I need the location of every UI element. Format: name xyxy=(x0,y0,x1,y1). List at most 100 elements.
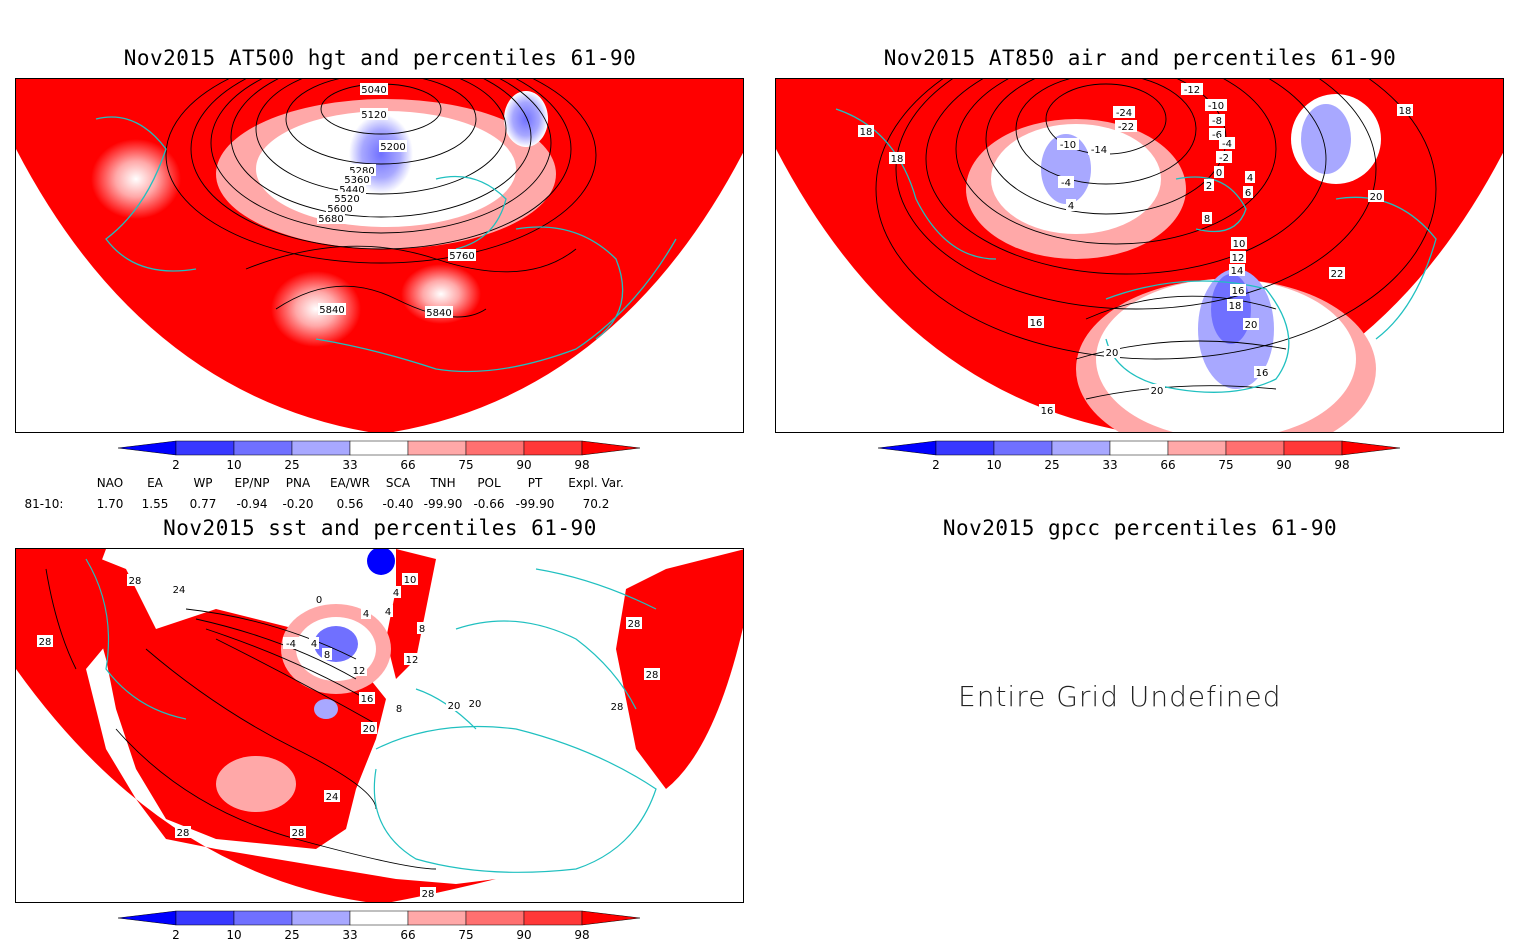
index-header: TNH xyxy=(430,476,456,490)
contour-label-bg xyxy=(1245,171,1255,183)
contour-label: -2 xyxy=(1219,153,1229,164)
contour-label-bg xyxy=(446,699,462,711)
contour-label: 6 xyxy=(1245,188,1251,199)
contour-label: 28 xyxy=(628,619,641,630)
index-header: EP/NP xyxy=(234,476,270,490)
colorbar-swatch xyxy=(523,440,583,456)
contour-label: 5680 xyxy=(318,214,343,225)
contour-label-bg xyxy=(314,593,324,605)
colorbar-tick-label: 10 xyxy=(226,928,242,942)
colorbar-swatch xyxy=(349,910,409,926)
contour-label: -4 xyxy=(1061,178,1071,189)
contour-label: 4 xyxy=(1068,201,1074,212)
temperature-contours xyxy=(875,79,1437,400)
panel-title-sst: Nov2015 sst and percentiles 61-90 xyxy=(163,516,597,540)
colorbar-tick-label: 75 xyxy=(1218,458,1234,472)
contour-label-bg xyxy=(379,140,407,152)
contour-label-bg xyxy=(1058,176,1074,188)
colorbar-swatches xyxy=(877,440,1401,456)
contour-label-bg xyxy=(609,700,625,712)
contour-label-bg xyxy=(1216,151,1232,163)
colorbar-tick-label: 90 xyxy=(516,458,532,472)
contour-label: 18 xyxy=(1399,106,1412,117)
index-header: WP xyxy=(193,476,213,490)
colorbar-tick-label: 90 xyxy=(1276,458,1292,472)
contour-label: 5360 xyxy=(344,175,369,186)
colorbar-tick-label: 10 xyxy=(226,458,242,472)
index-header: EA/WR xyxy=(329,476,371,490)
map-air850-svg: -12-10-8-6-4-20246810121416182022-24-22-… xyxy=(776,79,1503,432)
contour-label: -4 xyxy=(286,639,296,650)
pct-blue-zone xyxy=(1041,134,1091,204)
contour-label: 5040 xyxy=(361,85,386,96)
contour-label-bg xyxy=(360,108,388,120)
contour-label-bg xyxy=(1181,83,1203,95)
contour-label-bg xyxy=(1254,366,1270,378)
contour-label: 18 xyxy=(1229,301,1242,312)
contour-label: 4 xyxy=(385,607,391,618)
contour-label: 12 xyxy=(353,666,366,677)
contour-label-bg xyxy=(1039,404,1055,416)
pct-blue-zone-2 xyxy=(504,91,548,147)
contour-label-bg xyxy=(1229,264,1245,276)
contour-label-bg xyxy=(37,635,53,647)
height-contours xyxy=(165,79,597,318)
contour-label: 28 xyxy=(129,576,142,587)
colorbar-tick-label: 25 xyxy=(1044,458,1060,472)
colorbar-swatch xyxy=(407,910,467,926)
contour-label-bg xyxy=(1149,384,1165,396)
contour-label-bg xyxy=(1243,186,1253,198)
contour-label-bg xyxy=(127,574,143,586)
contour-label: -4 xyxy=(1222,139,1232,150)
contour-label-bg xyxy=(1202,212,1212,224)
contour-label-bg xyxy=(402,573,418,585)
contour-label-bg xyxy=(448,249,476,261)
colorbar-swatch xyxy=(1051,440,1111,456)
contour-label: 8 xyxy=(396,704,402,715)
contour-label: 16 xyxy=(1041,406,1054,417)
colorbar-swatch xyxy=(233,910,293,926)
contour-label: -24 xyxy=(1116,108,1132,119)
sst-contours xyxy=(45,568,437,870)
contour-label: 2 xyxy=(1206,181,1212,192)
colorbar-tick-label: 98 xyxy=(574,458,590,472)
index-header: POL xyxy=(477,476,501,490)
contour-label: 5520 xyxy=(334,194,359,205)
contour-label: 22 xyxy=(1331,269,1344,280)
contour-label-bg xyxy=(361,607,371,619)
colorbar-swatch xyxy=(1167,440,1227,456)
index-value: 0.56 xyxy=(336,497,364,511)
contour-label: 4 xyxy=(1247,173,1253,184)
contour-label-bg xyxy=(420,887,436,899)
index-value: -99.90 xyxy=(423,497,463,511)
index-header: EA xyxy=(147,476,163,490)
colorbar-swatch xyxy=(175,910,235,926)
index-value: -0.94 xyxy=(236,497,268,511)
map-panel-hgt500: 5040 5120 5200 5280 5360 5440 5520 5600 5680 5760… xyxy=(15,78,744,433)
contour-label-bg xyxy=(383,605,393,617)
contour-label: 5840 xyxy=(319,305,344,316)
colorbar-tick-label: 10 xyxy=(986,458,1002,472)
contour-label: 5760 xyxy=(449,251,474,262)
contour-label: 20 xyxy=(1245,320,1258,331)
contour-label-bg xyxy=(324,790,340,802)
contour-label: -10 xyxy=(1060,140,1076,151)
index-value: -99.90 xyxy=(515,497,555,511)
panel-title-gpcc: Nov2015 gpcc percentiles 61-90 xyxy=(942,516,1338,540)
colorbar-swatch xyxy=(291,440,351,456)
colorbar-swatch xyxy=(407,440,467,456)
contour-labels: -12-10-8-6-4-20246810121416182022-24-22-… xyxy=(858,83,1413,417)
contour-label: 10 xyxy=(1233,239,1246,250)
contour-label: 8 xyxy=(419,624,425,635)
contour-label: 24 xyxy=(326,792,339,803)
contour-label: 12 xyxy=(406,655,419,666)
index-value: 70.2 xyxy=(582,497,610,511)
contour-label: 4 xyxy=(311,639,317,650)
map-panel-sst: 28 24 28 0 4 8 12 16 20 24 28 28 28 28 20 20 10 4 12 8 4 4 -4 8… xyxy=(15,548,744,903)
pct-blue-zone xyxy=(1301,104,1351,174)
colorbar-arrow-right xyxy=(581,440,641,456)
colorbar-arrow-right xyxy=(1341,440,1401,456)
contour-label-bg xyxy=(1227,299,1243,311)
colorbar-swatch xyxy=(465,440,525,456)
colorbar-tick-label: 98 xyxy=(1334,458,1350,472)
